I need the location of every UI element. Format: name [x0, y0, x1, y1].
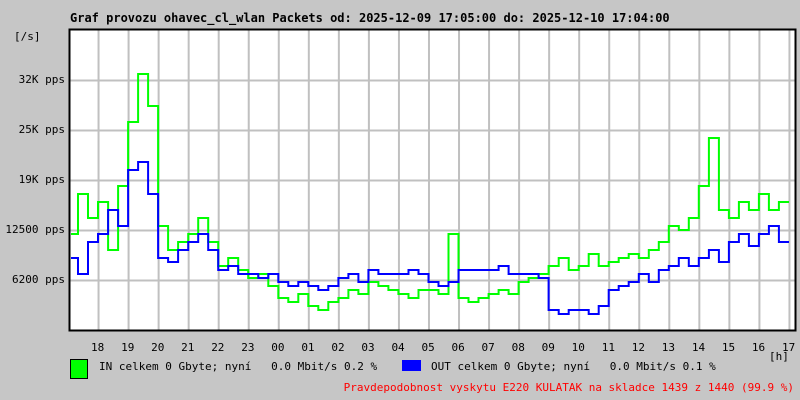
x-tick-label: 15 — [721, 341, 736, 354]
y-tick-label: 32K pps — [18, 73, 65, 86]
x-tick-label: 09 — [541, 341, 555, 354]
x-tick-label: 02 — [331, 341, 345, 354]
plot-border — [68, 28, 797, 332]
x-tick-label: 01 — [301, 341, 315, 354]
x-tick-label: 07 — [481, 341, 495, 354]
x-tick-label: 19 — [121, 341, 135, 354]
legend-out-swatch — [402, 360, 421, 371]
x-tick-label: 18 — [91, 341, 105, 354]
x-tick-label: 12 — [631, 341, 645, 354]
x-tick-label: 00 — [271, 341, 285, 354]
y-tick-label: 6200 pps — [12, 273, 65, 286]
x-tick-label: 21 — [181, 341, 195, 354]
y-tick-label: 12500 pps — [5, 223, 65, 236]
x-tick-label: 20 — [151, 341, 165, 354]
x-tick-label: 22 — [211, 341, 225, 354]
y-tick-label: 19K pps — [18, 173, 65, 186]
legend-in-text: IN celkem 0 Gbyte; nyní 0.0 Mbit/s 0.2 % — [99, 360, 378, 373]
x-tick-label: 11 — [601, 341, 615, 354]
x-tick-label: 06 — [451, 341, 465, 354]
legend-out-text: OUT celkem 0 Gbyte; nyní 0.0 Mbit/s 0.1 … — [431, 360, 716, 373]
x-tick-label: 14 — [691, 341, 706, 354]
footer-note: Pravdepodobnost vyskytu E220 KULATAK na … — [343, 381, 794, 394]
x-tick-label: 13 — [661, 341, 676, 354]
series-out-line — [71, 161, 789, 315]
legend-in-swatch — [70, 359, 88, 379]
x-tick-label: 03 — [361, 341, 375, 354]
chart-title: Graf provozu ohavec_cl_wlan Packets od: … — [70, 11, 670, 25]
x-tick-label: 16 — [751, 341, 766, 354]
series-in-line — [71, 73, 789, 311]
x-tick-label: 17 — [781, 341, 796, 354]
y-tick-label: 25K pps — [18, 123, 65, 136]
x-tick-label: 04 — [391, 341, 405, 354]
x-tick-label: 10 — [571, 341, 585, 354]
y-axis-unit: [/s] — [14, 30, 41, 43]
x-tick-label: 08 — [511, 341, 525, 354]
x-tick-label: 23 — [241, 341, 255, 354]
x-tick-label: 05 — [421, 341, 435, 354]
x-axis-unit: [h] — [769, 350, 789, 363]
